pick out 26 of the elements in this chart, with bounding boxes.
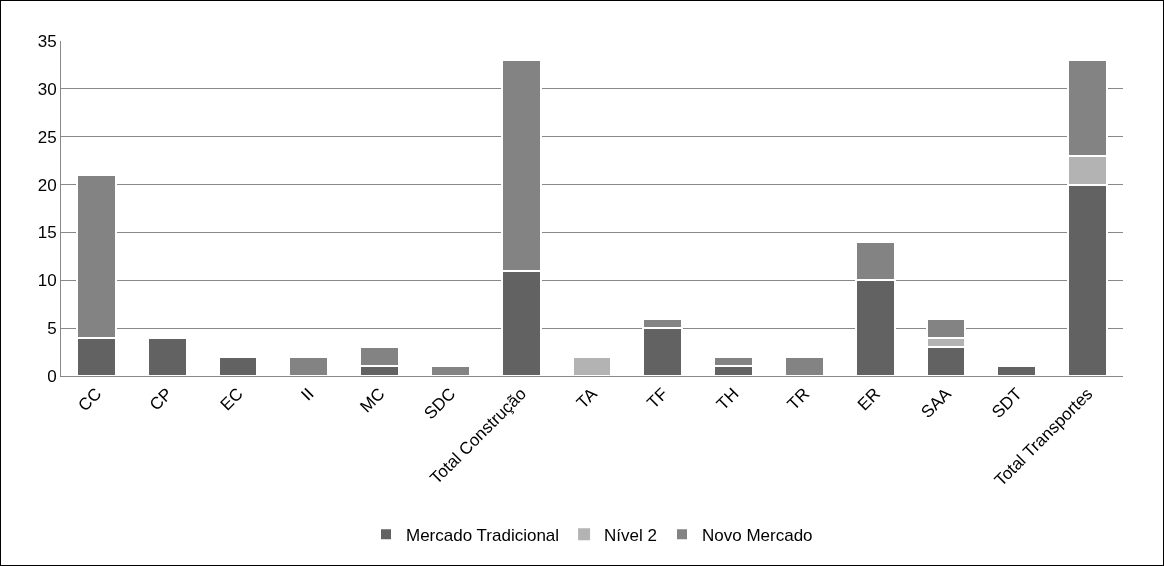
y-tick-label: 20	[37, 175, 57, 195]
x-tick-label: CP	[145, 384, 177, 415]
y-tick-label: 5	[47, 319, 57, 339]
bar	[996, 365, 1038, 376]
x-tick-label: MC	[356, 384, 389, 417]
x-tick-label: TH	[712, 384, 743, 414]
y-tick-label: 25	[37, 127, 57, 147]
bar	[571, 355, 613, 376]
x-tick-label: EC	[216, 384, 247, 415]
x-tick-label: TR	[783, 384, 814, 414]
x-tick-label: TA	[572, 383, 602, 413]
x-tick-label: CC	[74, 384, 106, 416]
x-tick-label: TF	[643, 384, 672, 413]
bar	[146, 336, 188, 376]
y-tick-label: 15	[37, 223, 57, 243]
x-tick-label: II	[297, 384, 318, 405]
legend-label: Novo Mercado	[702, 525, 813, 545]
y-tick-label: 0	[47, 366, 57, 386]
legend-label: Nível 2	[604, 525, 657, 545]
bar	[217, 355, 259, 376]
y-tick-label: 35	[37, 31, 57, 51]
x-tick-label: SAA	[917, 383, 956, 422]
legend-label: Mercado Tradicional	[406, 525, 560, 545]
x-tick-label: ER	[853, 384, 885, 415]
y-tick-label: 10	[37, 271, 57, 291]
y-tick-label: 30	[37, 79, 57, 99]
